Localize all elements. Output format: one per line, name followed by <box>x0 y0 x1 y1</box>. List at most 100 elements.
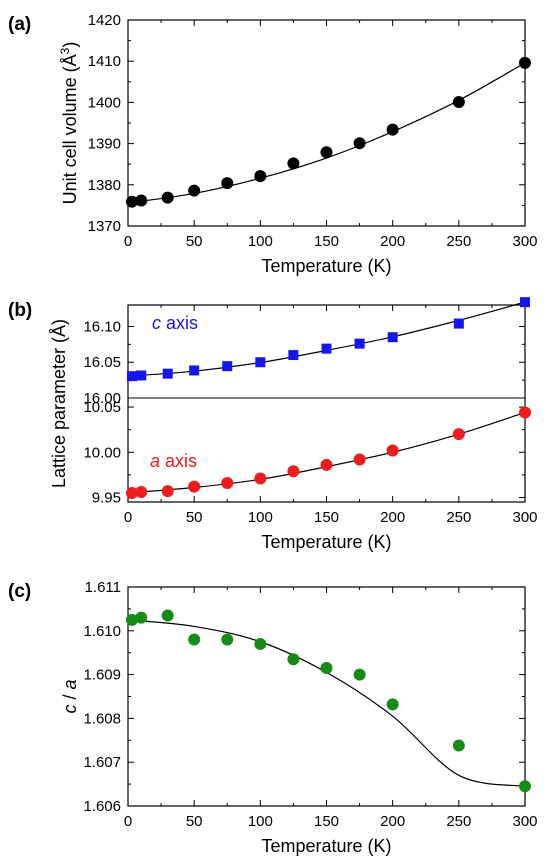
x-tick-label: 100 <box>248 509 273 526</box>
data-point <box>353 668 366 681</box>
x-tick-label: 200 <box>380 509 405 526</box>
data-point <box>452 739 465 752</box>
y-tick-label: 10.00 <box>83 444 121 461</box>
x-tick-label: 300 <box>512 509 537 526</box>
y-tick-label: 16.10 <box>83 318 121 335</box>
data-point <box>221 477 234 490</box>
series-label: c axis <box>152 313 198 333</box>
panel-label: (a) <box>8 14 31 35</box>
y-tick-label: 1.607 <box>83 754 121 771</box>
data-point <box>519 56 531 69</box>
data-point <box>125 486 138 499</box>
x-tick-label: 150 <box>314 233 339 250</box>
y-tick-label: 1410 <box>88 53 121 70</box>
fit-curve <box>127 62 526 204</box>
plot-frame <box>127 304 526 503</box>
data-point <box>387 332 398 343</box>
x-tick-label: 200 <box>380 813 405 830</box>
y-axis-label: Unit cell volume (Å3) <box>58 42 80 205</box>
data-point <box>125 195 138 208</box>
x-tick-label: 0 <box>124 813 132 830</box>
x-tick-label: 300 <box>512 233 537 250</box>
data-point <box>136 370 147 381</box>
data-point <box>161 485 174 498</box>
y-tick-label: 1.606 <box>83 798 121 815</box>
y-axis-label: c / a <box>60 679 80 713</box>
y-tick-label: 1400 <box>88 94 121 111</box>
data-point <box>386 444 399 457</box>
y-tick-label: 1.609 <box>83 667 121 684</box>
x-tick-label: 0 <box>124 233 132 250</box>
data-point <box>353 137 366 150</box>
data-point <box>125 613 138 626</box>
data-point <box>452 428 465 441</box>
panel-label: (b) <box>8 300 32 321</box>
data-point <box>452 95 465 108</box>
x-tick-label: 50 <box>186 509 203 526</box>
x-axis-label: Temperature (K) <box>261 256 391 276</box>
y-tick-label: 1420 <box>88 12 121 29</box>
x-tick-label: 250 <box>446 233 471 250</box>
series-label: a axis <box>150 451 197 471</box>
data-point <box>320 146 333 159</box>
data-point <box>287 653 300 666</box>
data-point <box>162 368 173 379</box>
x-tick-label: 150 <box>314 813 339 830</box>
y-tick-label: 1.611 <box>85 579 121 596</box>
data-point <box>135 486 148 499</box>
y-tick-label: 16.00 <box>83 390 121 407</box>
y-tick-label: 1390 <box>88 136 121 153</box>
y-tick-label: 1.608 <box>83 710 121 727</box>
x-tick-label: 50 <box>186 233 203 250</box>
data-point <box>255 357 266 368</box>
data-point <box>287 157 300 170</box>
x-tick-label: 200 <box>380 233 405 250</box>
y-tick-label: 16.05 <box>83 354 121 371</box>
x-axis-label: Temperature (K) <box>261 532 391 552</box>
data-point <box>519 406 531 419</box>
data-point <box>254 170 267 183</box>
data-point <box>453 318 464 329</box>
data-point <box>188 633 201 646</box>
data-point <box>254 637 267 650</box>
panel-label: (c) <box>8 581 31 602</box>
data-point <box>288 350 299 361</box>
x-tick-label: 0 <box>124 509 132 526</box>
data-point <box>520 297 530 308</box>
data-point <box>161 609 174 622</box>
data-point <box>386 123 399 136</box>
data-point <box>221 177 234 190</box>
data-point <box>320 662 333 675</box>
y-tick-label: 1380 <box>88 177 121 194</box>
data-point <box>287 465 300 478</box>
y-tick-label: 9.95 <box>92 489 121 506</box>
data-point <box>188 184 201 197</box>
data-point <box>188 480 201 493</box>
x-tick-label: 100 <box>248 813 273 830</box>
y-tick-label: 1.610 <box>83 623 121 640</box>
x-axis-label: Temperature (K) <box>261 836 391 856</box>
x-tick-label: 100 <box>248 233 273 250</box>
x-tick-label: 150 <box>314 509 339 526</box>
data-point <box>254 472 267 485</box>
data-point <box>519 780 531 793</box>
data-point <box>320 458 333 471</box>
data-point <box>161 191 174 204</box>
chart-panel-1: (a) 0 50 100 150 200 250 300 Temperature (K) Unit… <box>8 12 538 276</box>
x-tick-label: 300 <box>512 813 537 830</box>
y-tick-label: 10.05 <box>83 399 121 416</box>
data-point <box>321 343 332 354</box>
chart-panel-3: (c) 0 50 100 150 200 250 300 Temperature (K) c / … <box>8 579 538 856</box>
data-point <box>135 194 148 207</box>
data-point <box>386 698 399 711</box>
data-point <box>354 338 365 349</box>
data-point <box>221 633 234 646</box>
y-axis-label: Lattice parameter (Å) <box>49 319 69 488</box>
data-point <box>353 453 366 466</box>
x-tick-label: 250 <box>446 813 471 830</box>
fit-curve <box>127 619 526 787</box>
x-tick-label: 50 <box>186 813 203 830</box>
data-point <box>189 365 200 376</box>
y-tick-label: 1370 <box>88 218 121 235</box>
